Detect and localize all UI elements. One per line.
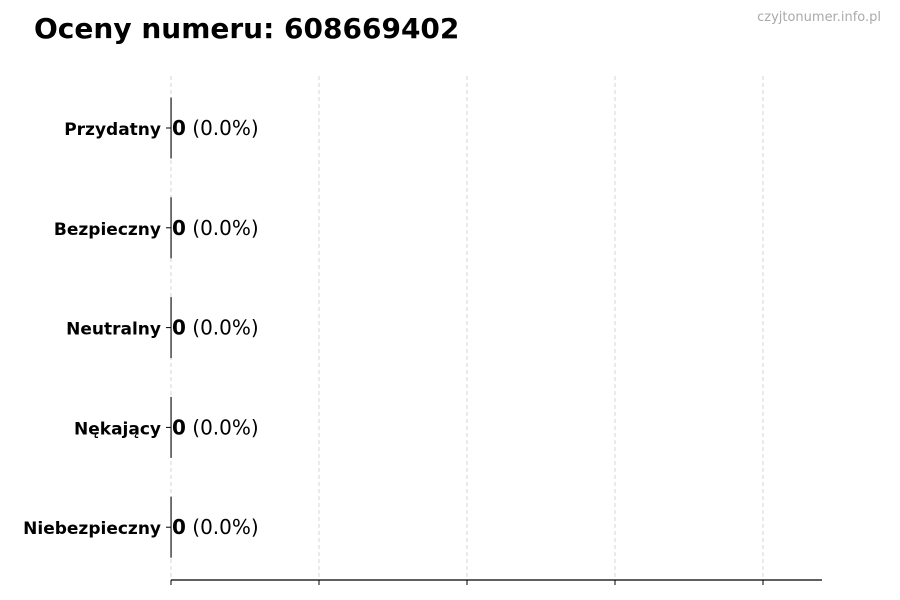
data-label: 0 (0.0%) bbox=[172, 116, 259, 140]
data-label-count: 0 bbox=[172, 415, 186, 439]
y-tick-label: Bezpieczny bbox=[54, 220, 161, 240]
data-label-percent: (0.0%) bbox=[186, 415, 259, 439]
data-label-percent: (0.0%) bbox=[186, 316, 259, 340]
watermark: czyjtonumer.info.pl bbox=[757, 10, 881, 25]
y-tick-label: Nękający bbox=[74, 419, 161, 439]
chart-title: Oceny numeru: 608669402 bbox=[34, 12, 460, 45]
data-label-count: 0 bbox=[172, 515, 186, 539]
data-label-percent: (0.0%) bbox=[186, 116, 259, 140]
data-label-percent: (0.0%) bbox=[186, 515, 259, 539]
data-label-percent: (0.0%) bbox=[186, 216, 259, 240]
data-label-count: 0 bbox=[172, 216, 186, 240]
data-label-count: 0 bbox=[172, 316, 186, 340]
data-label-count: 0 bbox=[172, 116, 186, 140]
data-label: 0 (0.0%) bbox=[172, 216, 259, 240]
y-tick-label: Niebezpieczny bbox=[23, 519, 161, 539]
data-label: 0 (0.0%) bbox=[172, 515, 259, 539]
y-tick-label: Przydatny bbox=[64, 120, 161, 140]
y-tick-label: Neutralny bbox=[66, 320, 161, 340]
data-label: 0 (0.0%) bbox=[172, 316, 259, 340]
data-label: 0 (0.0%) bbox=[172, 415, 259, 439]
